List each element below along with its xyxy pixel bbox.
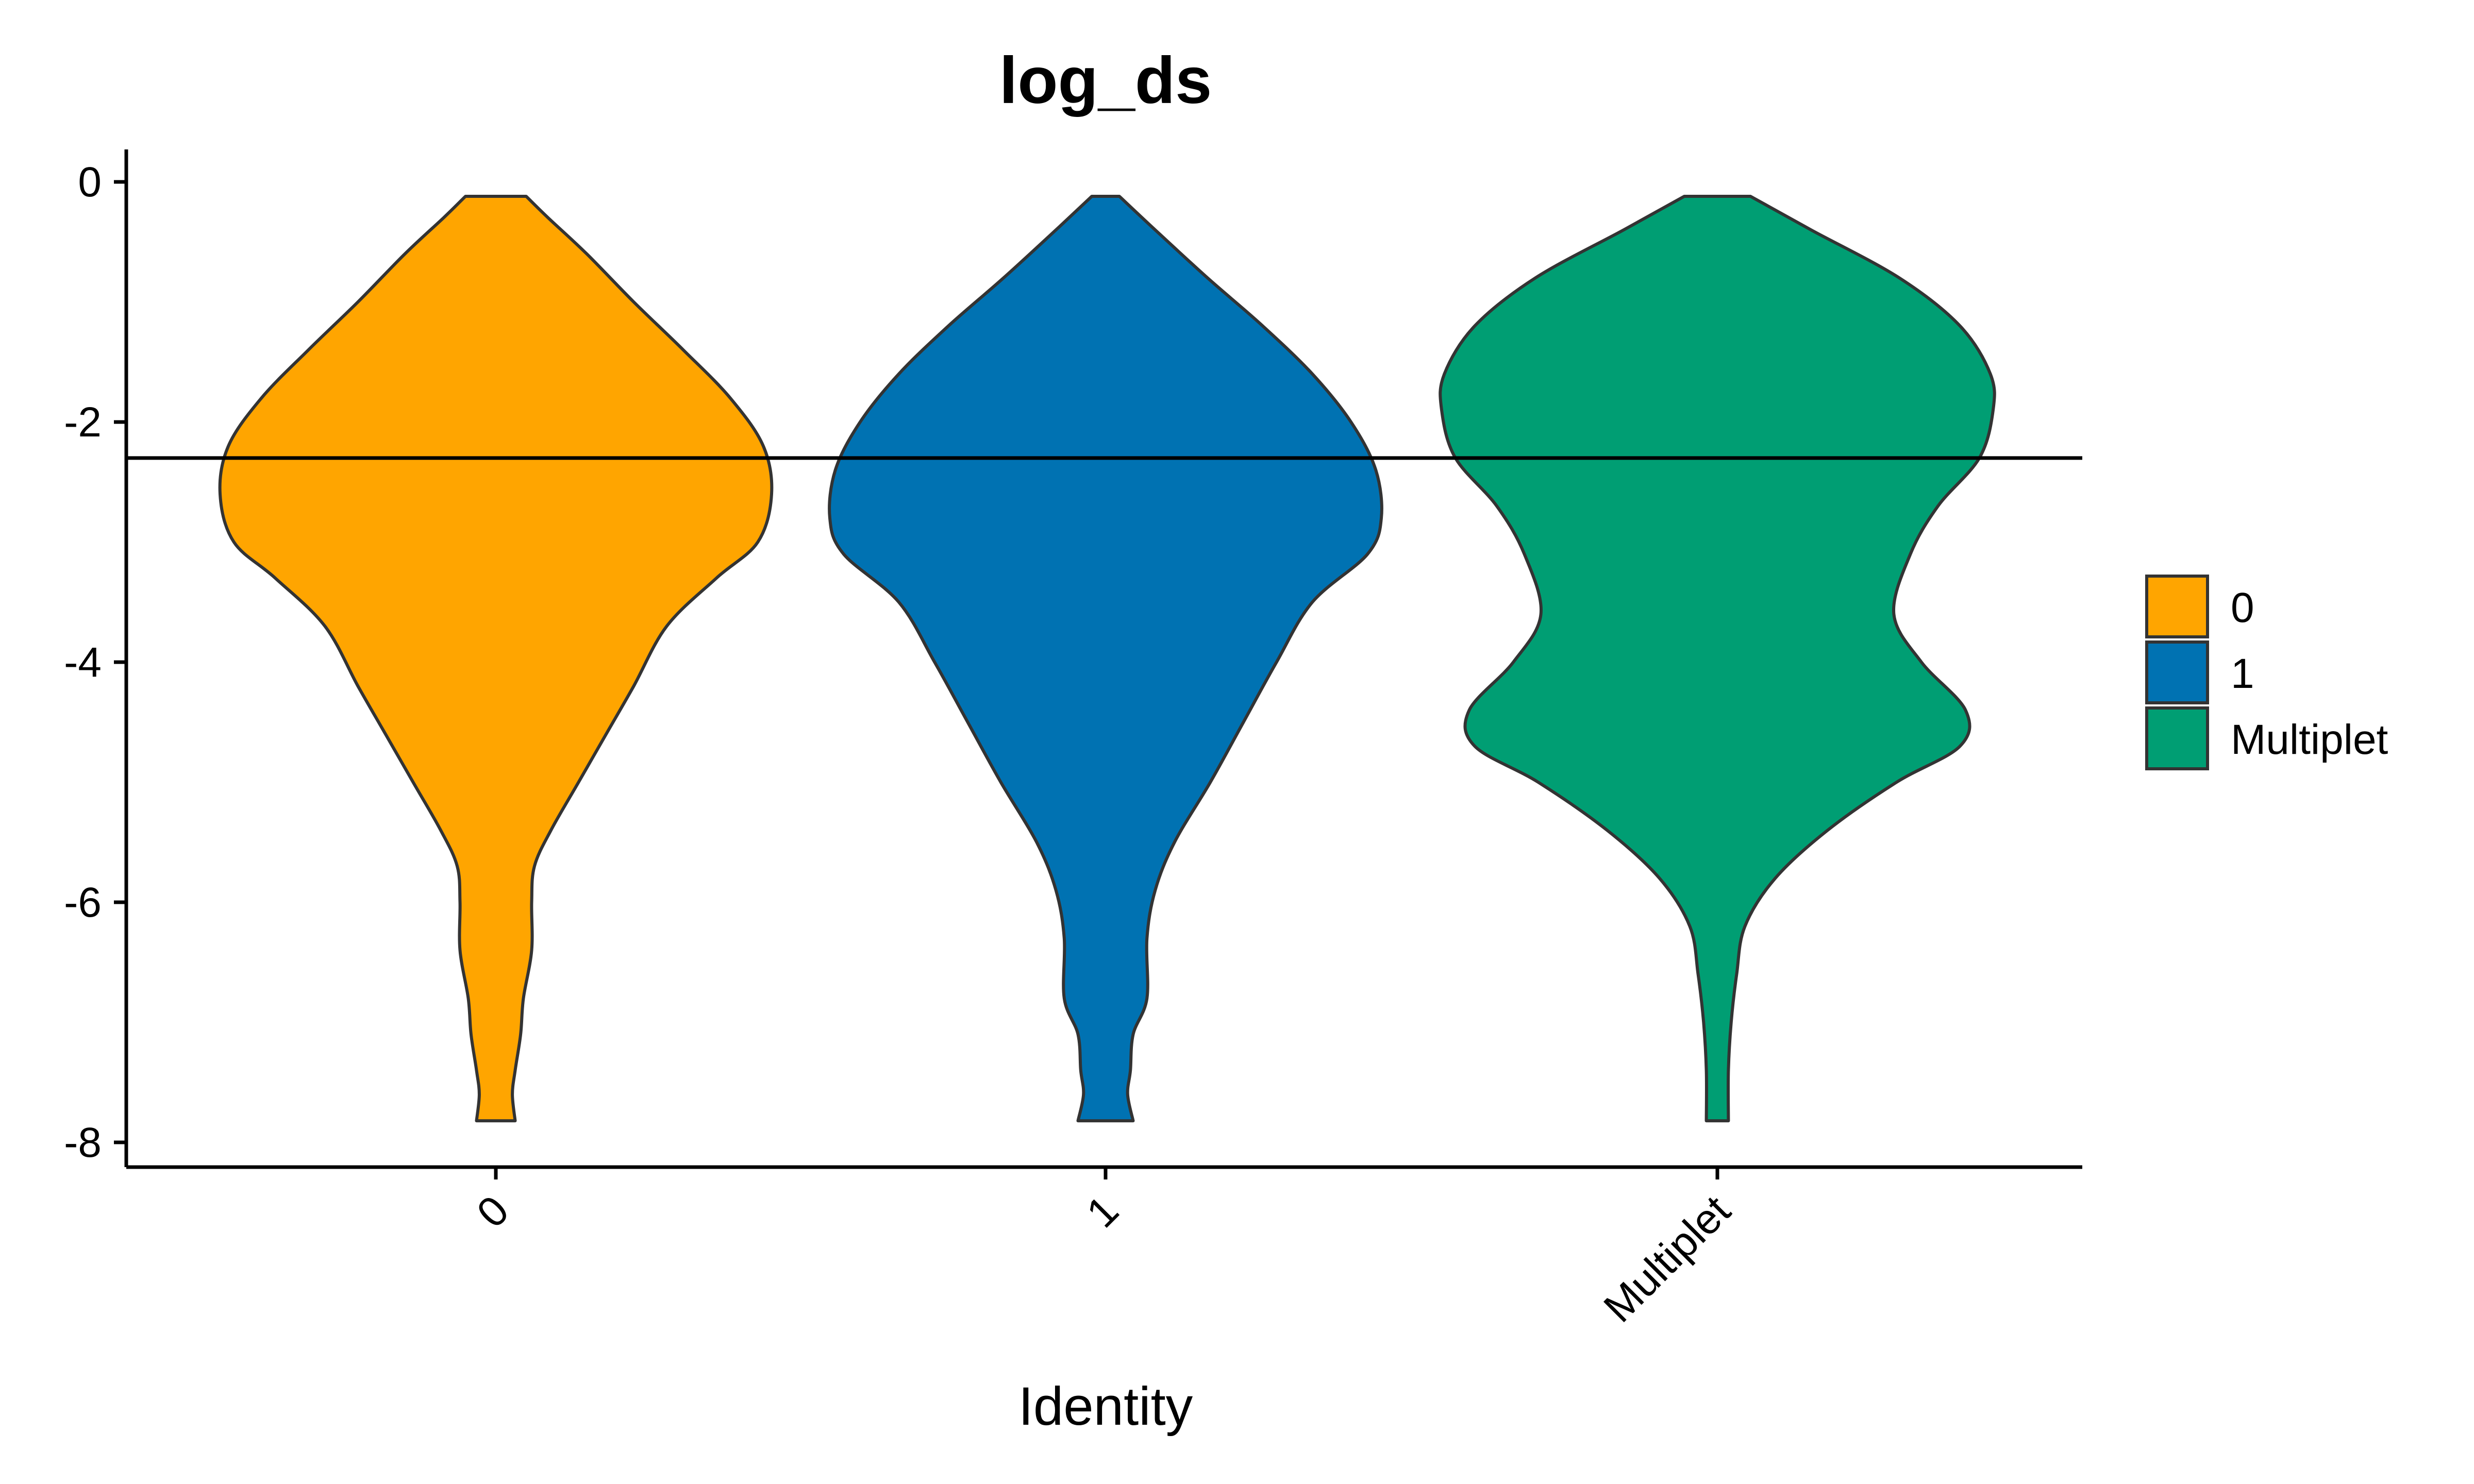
y-tick-label: 0 <box>78 159 102 206</box>
x-axis-title: Identity <box>1018 1376 1193 1437</box>
x-tick-label: 0 <box>468 1187 518 1237</box>
x-tick-label: Multiplet <box>1595 1187 1739 1331</box>
y-tick-label: -8 <box>64 1119 102 1166</box>
violin-0 <box>218 195 774 1123</box>
y-tick-label: -4 <box>64 639 102 686</box>
legend: 0 1 Multiplet <box>2145 575 2388 770</box>
violin-layer <box>218 195 1996 1123</box>
legend-key-multiplet <box>2145 706 2209 770</box>
y-tick-label: -2 <box>64 399 102 446</box>
y-axis-ticks: 0 -2 -4 -6 -8 <box>64 159 126 1166</box>
legend-label: Multiplet <box>2231 716 2388 763</box>
violin-multiplet <box>1439 195 1996 1123</box>
legend-label: 1 <box>2231 650 2254 697</box>
legend-key-0 <box>2145 575 2209 638</box>
violin-1 <box>828 195 1383 1123</box>
y-tick-label: -6 <box>64 879 102 926</box>
legend-key-1 <box>2145 640 2209 704</box>
x-axis-ticks: 0 1 Multiplet <box>468 1167 1740 1331</box>
x-tick-label: 1 <box>1078 1187 1128 1237</box>
chart-title: log_ds <box>999 44 1212 117</box>
legend-label: 0 <box>2231 584 2254 631</box>
